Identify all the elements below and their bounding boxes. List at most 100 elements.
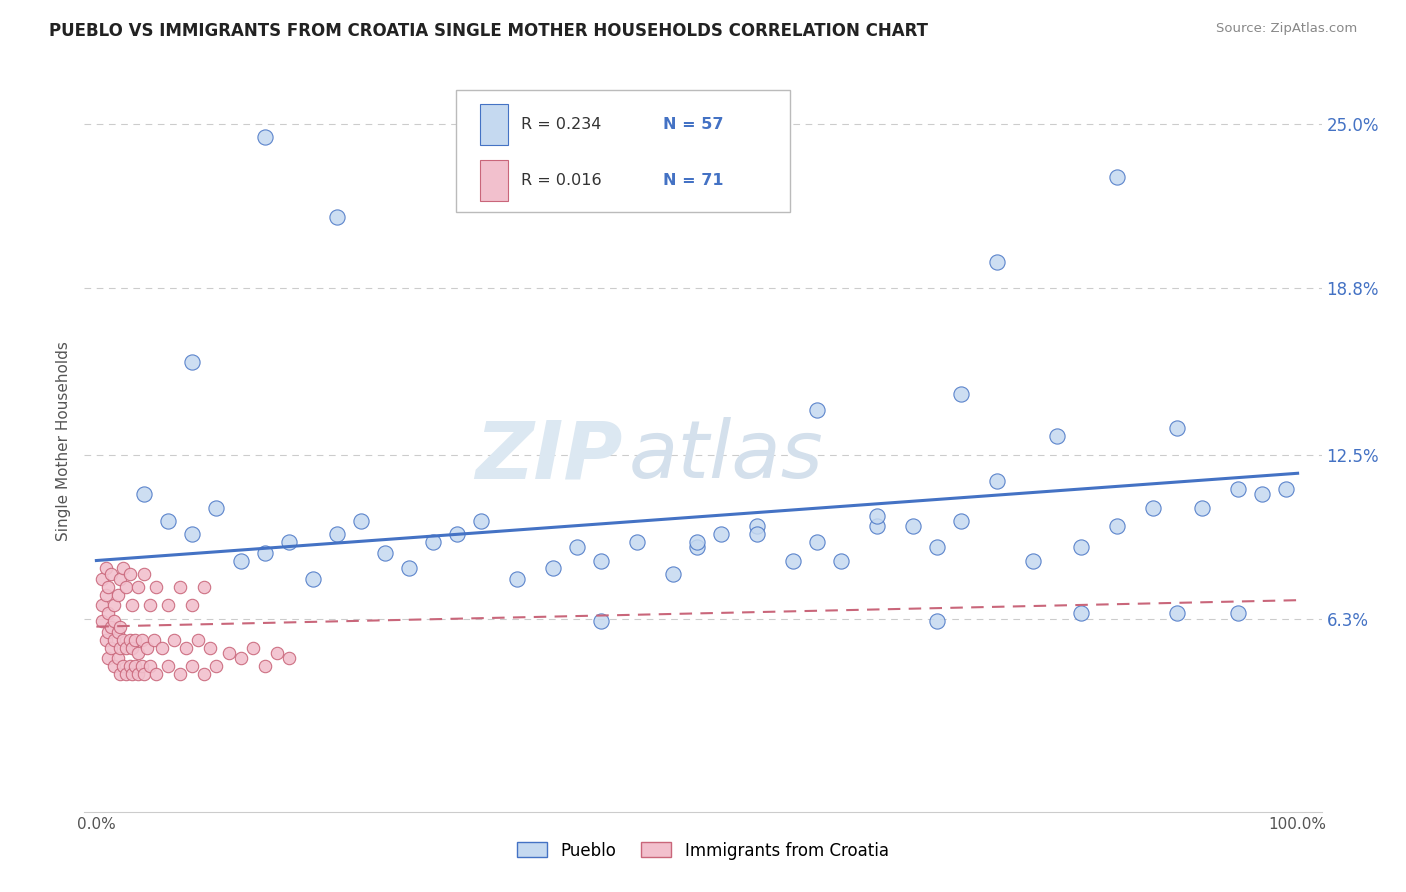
Point [205,659,228,673]
Point [107,624,129,639]
Point [127,580,149,594]
Point [626,535,648,549]
Point [927,541,949,555]
Bar [481,104,508,145]
Point [107,588,129,602]
Point [325,210,347,224]
Point [110,572,132,586]
Point [986,474,1008,488]
Point [782,553,804,567]
Point [124,632,146,647]
Point [131,632,153,647]
Point [134,566,156,581]
Point [193,580,215,594]
Point [866,508,889,523]
Point [100,566,122,581]
Point [218,646,240,660]
Point [266,646,288,660]
Point [103,615,125,629]
Point [97,607,120,621]
Point [111,632,134,647]
Point [97,651,120,665]
Point [181,599,204,613]
Point [94,561,117,575]
Bar [481,160,508,201]
Point [111,561,134,575]
Point [806,535,828,549]
Point [181,527,204,541]
FancyBboxPatch shape [456,90,790,212]
Point [100,620,122,634]
Point [181,355,204,369]
Point [127,646,149,660]
Point [163,632,186,647]
Text: PUEBLO VS IMMIGRANTS FROM CROATIA SINGLE MOTHER HOUSEHOLDS CORRELATION CHART: PUEBLO VS IMMIGRANTS FROM CROATIA SINGLE… [49,22,928,40]
Point [134,667,156,681]
Point [169,580,191,594]
Point [94,588,117,602]
Point [470,514,492,528]
Text: Source: ZipAtlas.com: Source: ZipAtlas.com [1216,22,1357,36]
Point [181,659,204,673]
Point [110,620,132,634]
Point [157,599,180,613]
Point [229,651,252,665]
Point [1226,607,1249,621]
Point [145,667,167,681]
Point [662,566,685,581]
Point [169,667,191,681]
Point [1107,519,1129,533]
Point [446,527,468,541]
Point [710,527,733,541]
Point [277,535,299,549]
Point [277,651,299,665]
Legend: Pueblo, Immigrants from Croatia: Pueblo, Immigrants from Croatia [510,835,896,866]
Point [110,640,132,655]
Point [176,640,198,655]
Point [541,561,564,575]
Point [253,546,276,560]
Point [950,514,973,528]
Point [103,599,125,613]
Point [100,640,122,655]
Point [806,402,828,417]
Point [229,553,252,567]
Point [143,632,166,647]
Point [325,527,347,541]
Point [745,519,768,533]
Point [121,667,143,681]
Point [91,615,114,629]
Point [124,659,146,673]
Text: R = 0.234: R = 0.234 [522,117,602,132]
Point [565,541,588,555]
Point [374,546,396,560]
Point [97,580,120,594]
Point [131,659,153,673]
Point [103,659,125,673]
Point [506,572,529,586]
Point [157,514,180,528]
Point [187,632,209,647]
Point [103,632,125,647]
Point [115,640,138,655]
Point [135,640,157,655]
Point [1166,607,1188,621]
Point [1166,421,1188,435]
Point [115,667,138,681]
Point [1142,500,1164,515]
Point [589,615,612,629]
Point [301,572,323,586]
Point [866,519,889,533]
Point [111,659,134,673]
Point [91,599,114,613]
Point [1226,482,1249,496]
Point [118,632,141,647]
Point [830,553,852,567]
Text: atlas: atlas [628,417,824,495]
Text: N = 57: N = 57 [664,117,724,132]
Point [200,640,222,655]
Point [97,624,120,639]
Point [1107,170,1129,185]
Point [134,487,156,501]
Point [127,667,149,681]
